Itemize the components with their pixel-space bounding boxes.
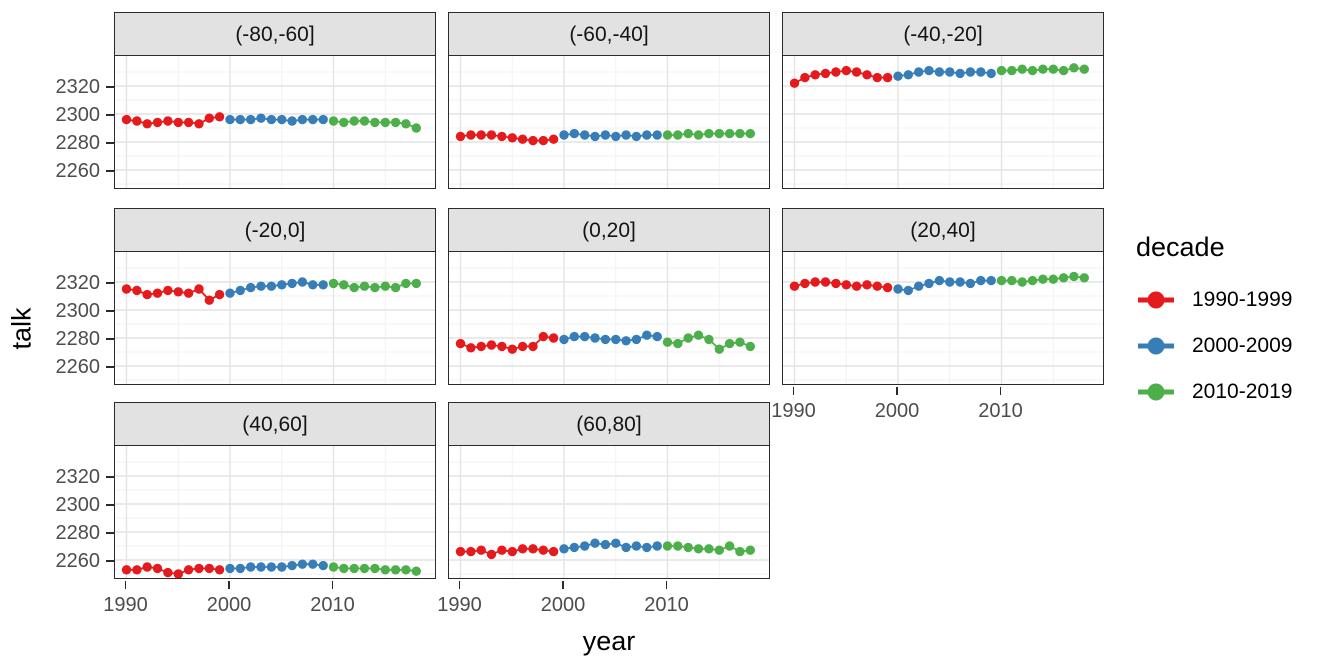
y-axis-tick (106, 310, 114, 312)
facet-strip: (0,20] (448, 208, 770, 253)
facet-strip-label: (-20,0] (244, 218, 306, 242)
y-axis-tick-label: 2320 (55, 76, 101, 98)
x-axis-tick-label: 2000 (874, 400, 920, 422)
facet-panel: (-80,-60] (114, 12, 436, 190)
x-axis-tick (331, 581, 334, 589)
y-axis-tick (106, 338, 114, 340)
facet-panel: (0,20] (448, 208, 770, 386)
x-axis-tick-label: 1990 (771, 400, 816, 422)
x-axis-tick (228, 581, 230, 589)
x-axis-tick-label: 2010 (978, 400, 1023, 422)
y-axis-tick-label: 2300 (55, 300, 101, 322)
facet-plot-area (114, 55, 436, 190)
y-axis-tick-label: 2260 (55, 550, 101, 572)
facet-plot-area (782, 55, 1104, 190)
y-axis-tick (106, 114, 114, 116)
y-axis-tick-label: 2280 (55, 522, 101, 544)
facet-plot-area (114, 251, 436, 386)
facet-strip: (-20,0] (114, 208, 436, 253)
x-axis-tick (665, 581, 668, 589)
facet-panel: (-20,0] (114, 208, 436, 386)
facet-strip: (60,80] (448, 402, 770, 447)
x-axis-tick (792, 387, 795, 395)
x-axis-tick-label: 2000 (206, 594, 252, 616)
facet-strip: (-40,-20] (782, 12, 1104, 57)
x-axis-tick (562, 581, 564, 589)
x-axis-title: year (582, 626, 636, 656)
facet-panel: (-60,-40] (448, 12, 770, 190)
y-axis-tick (106, 560, 114, 562)
y-axis-tick-label: 2260 (55, 356, 101, 378)
y-axis-tick-label: 2280 (55, 328, 101, 350)
legend-key-2010s-icon (1138, 383, 1174, 401)
legend: decade 1990-1999 2000-2009 2010-2019 (1136, 232, 1292, 425)
facet-strip-label: (60,80] (576, 412, 642, 436)
y-axis-tick (106, 142, 114, 144)
facet-panel: (20,40] (782, 208, 1104, 386)
y-axis-tick (106, 532, 114, 534)
y-axis-tick-label: 2320 (55, 272, 101, 294)
facet-plot-area (448, 445, 770, 580)
x-axis-tick-label: 2010 (310, 594, 355, 616)
x-axis-tick-label: 1990 (103, 594, 148, 616)
y-axis-tick-label: 2320 (55, 466, 101, 488)
y-axis-tick (106, 282, 114, 284)
facet-strip-label: (20,40] (910, 218, 976, 242)
y-axis-tick-label: 2260 (55, 160, 101, 182)
facet-strip: (40,60] (114, 402, 436, 447)
legend-label: 2000-2009 (1192, 334, 1293, 357)
legend-key-2000s-icon (1138, 337, 1174, 355)
x-axis-tick (999, 387, 1002, 395)
y-axis-tick (106, 170, 114, 172)
x-axis-tick-label: 2000 (540, 594, 586, 616)
legend-key-1990s-icon (1138, 291, 1174, 309)
facet-strip-label: (0,20] (582, 218, 636, 242)
facet-strip-label: (40,60] (242, 412, 308, 436)
facet-strip: (-80,-60] (114, 12, 436, 57)
x-axis-tick (458, 581, 461, 589)
y-axis-tick (106, 366, 114, 368)
y-axis-tick (106, 476, 114, 478)
facet-panel: (-40,-20] (782, 12, 1104, 190)
facet-strip-label: (-40,-20] (903, 22, 983, 46)
legend-entry-2010s: 2010-2019 (1136, 379, 1292, 405)
facet-plot-area (782, 251, 1104, 386)
x-axis-tick (124, 581, 127, 589)
facet-strip: (-60,-40] (448, 12, 770, 57)
legend-label: 2010-2019 (1192, 380, 1293, 403)
y-axis-tick-label: 2280 (55, 132, 101, 154)
y-axis-tick (106, 504, 114, 506)
x-axis-tick (896, 387, 898, 395)
legend-label: 1990-1999 (1192, 288, 1293, 311)
legend-entry-1990s: 1990-1999 (1136, 287, 1292, 313)
y-axis-tick-label: 2300 (55, 494, 101, 516)
y-axis-tick-label: 2300 (55, 104, 101, 126)
y-axis-title: talk (6, 307, 37, 350)
facet-strip-label: (-80,-60] (235, 22, 315, 46)
y-axis-tick (106, 86, 114, 88)
facet-panel: (60,80] (448, 402, 770, 580)
facet-plot-area (448, 251, 770, 386)
x-axis-tick-label: 1990 (437, 594, 482, 616)
facet-plot-area (114, 445, 436, 580)
legend-title: decade (1136, 232, 1225, 262)
facet-panel: (40,60] (114, 402, 436, 580)
facet-plot-area (448, 55, 770, 190)
legend-entry-2000s: 2000-2009 (1136, 333, 1292, 359)
facet-strip-label: (-60,-40] (569, 22, 649, 46)
facet-strip: (20,40] (782, 208, 1104, 253)
x-axis-tick-label: 2010 (644, 594, 689, 616)
